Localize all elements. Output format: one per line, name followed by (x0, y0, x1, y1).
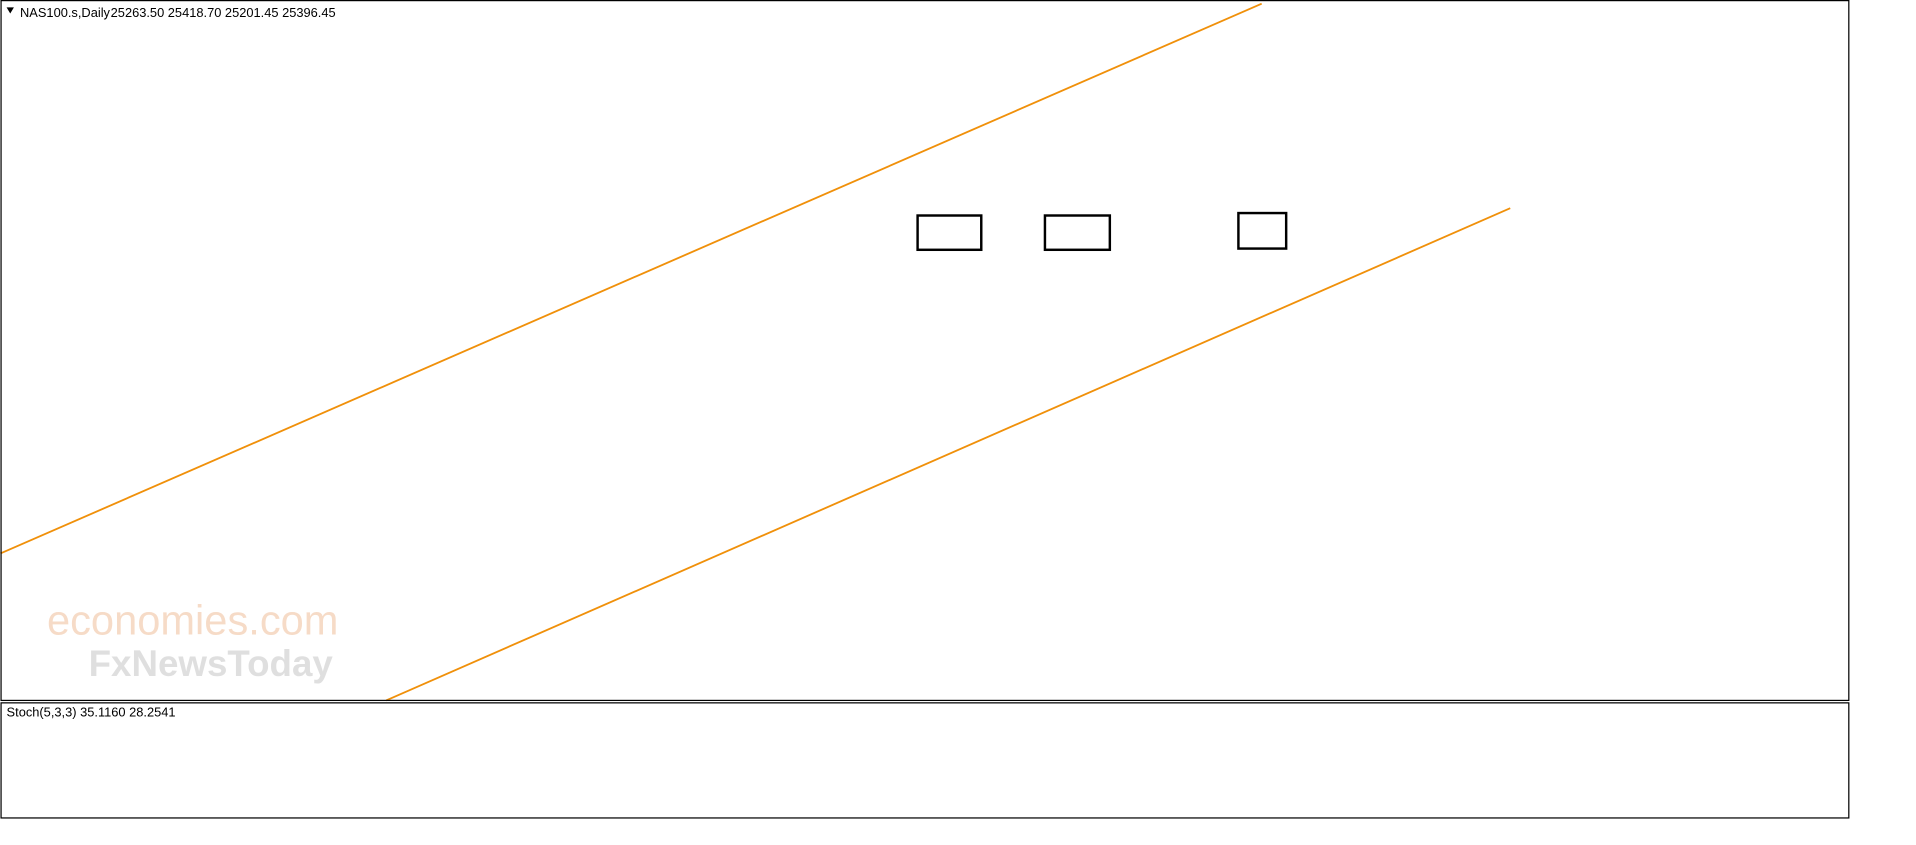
watermark-text: FxNewsToday (89, 643, 334, 684)
pattern-box (916, 214, 983, 252)
header-title: NAS100.s,Daily (20, 5, 111, 20)
watermark-text: economies.com (47, 596, 339, 643)
header-icon (6, 7, 14, 14)
main-frame (0, 0, 1850, 702)
stoch-title: Stoch(5,3,3) 35.1160 28.2541 (7, 704, 176, 719)
channel-line (385, 207, 1511, 702)
channel-line (0, 2, 1263, 555)
channel (0, 2, 1511, 702)
header-ohlc: 25263.50 25418.70 25201.45 25396.45 (111, 5, 336, 20)
axes: NAS100.s,Daily 25263.50 25418.70 25201.4… (0, 0, 1850, 819)
boxes (916, 211, 1288, 252)
pattern-box (1237, 211, 1288, 250)
pattern-box (1043, 214, 1112, 252)
watermark: economies.com FxNewsToday (47, 596, 339, 684)
stoch-frame (0, 702, 1850, 819)
